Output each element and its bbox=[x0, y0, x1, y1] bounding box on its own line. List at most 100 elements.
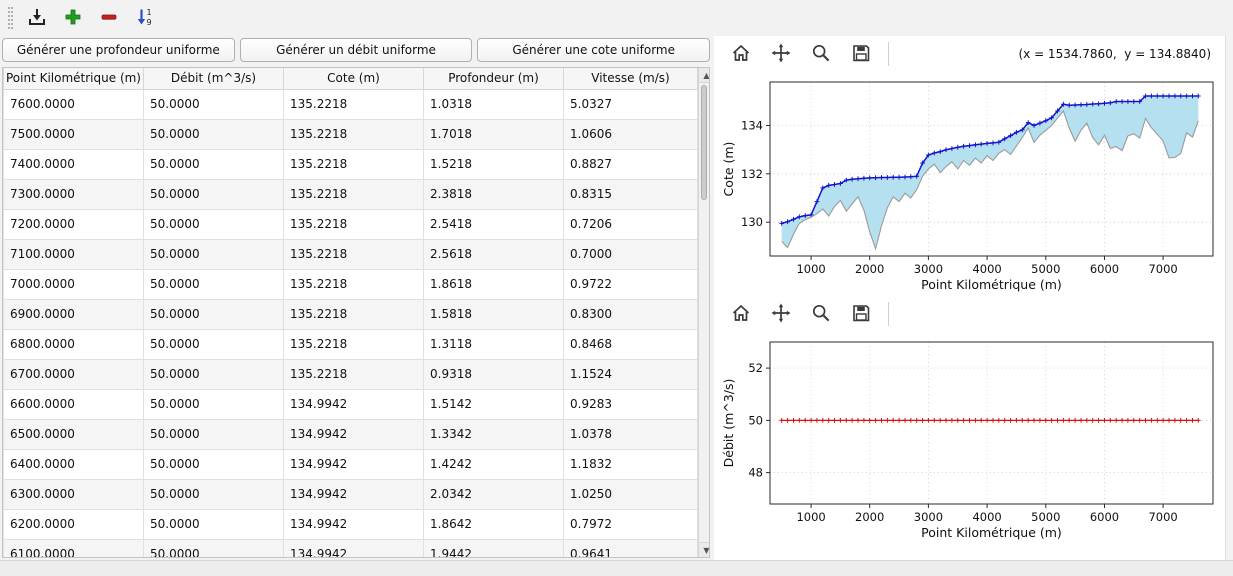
table-cell[interactable]: 1.1524 bbox=[563, 358, 698, 390]
home-button[interactable] bbox=[728, 301, 754, 327]
table-cell[interactable]: 134.9942 bbox=[283, 538, 424, 557]
table-scrollbar[interactable]: ▲ ▼ bbox=[698, 68, 709, 557]
export-button[interactable] bbox=[23, 4, 51, 32]
debit-profile-chart[interactable]: 1000 2000 3000 4000 5000 6000 7000 48 50 52 Point … bbox=[720, 332, 1225, 544]
table-cell[interactable]: 1.5218 bbox=[423, 148, 564, 180]
sort-button[interactable]: 1 9 bbox=[131, 4, 159, 32]
table-cell[interactable]: 1.0606 bbox=[563, 118, 698, 150]
table-cell[interactable]: 50.0000 bbox=[143, 538, 284, 557]
table-cell[interactable]: 134.9942 bbox=[283, 388, 424, 420]
table-cell[interactable]: 135.2218 bbox=[283, 208, 424, 240]
table-cell[interactable]: 135.2218 bbox=[283, 358, 424, 390]
table-cell[interactable]: 0.8468 bbox=[563, 328, 698, 360]
zoom-button[interactable] bbox=[808, 41, 834, 67]
table-cell[interactable]: 1.8642 bbox=[423, 508, 564, 540]
table-cell[interactable]: 50.0000 bbox=[143, 478, 284, 510]
table-cell[interactable]: 135.2218 bbox=[283, 328, 424, 360]
table-cell[interactable]: 50.0000 bbox=[143, 448, 284, 480]
table-cell[interactable]: 6700.0000 bbox=[3, 358, 144, 390]
table-cell[interactable]: 50.0000 bbox=[143, 358, 284, 390]
column-header[interactable]: Débit (m^3/s) bbox=[143, 68, 284, 90]
table-cell[interactable]: 0.9722 bbox=[563, 268, 698, 300]
table-cell[interactable]: 50.0000 bbox=[143, 208, 284, 240]
cote-profile-chart[interactable]: 1000 2000 3000 4000 5000 6000 7000 130 132 134 Poi… bbox=[720, 72, 1225, 296]
table-cell[interactable]: 0.8315 bbox=[563, 178, 698, 210]
table-cell[interactable]: 0.9283 bbox=[563, 388, 698, 420]
table-cell[interactable]: 7400.0000 bbox=[3, 148, 144, 180]
table-cell[interactable]: 6900.0000 bbox=[3, 298, 144, 330]
table-cell[interactable]: 6600.0000 bbox=[3, 388, 144, 420]
table-cell[interactable]: 0.7972 bbox=[563, 508, 698, 540]
table-cell[interactable]: 6200.0000 bbox=[3, 508, 144, 540]
table-cell[interactable]: 135.2218 bbox=[283, 238, 424, 270]
table-cell[interactable]: 0.7000 bbox=[563, 238, 698, 270]
table-cell[interactable]: 1.8618 bbox=[423, 268, 564, 300]
table-cell[interactable]: 0.7206 bbox=[563, 208, 698, 240]
table-cell[interactable]: 2.0342 bbox=[423, 478, 564, 510]
table-cell[interactable]: 50.0000 bbox=[143, 118, 284, 150]
table-cell[interactable]: 50.0000 bbox=[143, 328, 284, 360]
table-cell[interactable]: 7100.0000 bbox=[3, 238, 144, 270]
generate-uniform-level-button[interactable]: Générer une cote uniforme bbox=[477, 38, 711, 62]
table-cell[interactable]: 5.0327 bbox=[563, 88, 698, 120]
table-cell[interactable]: 135.2218 bbox=[283, 118, 424, 150]
scroll-down-arrow[interactable]: ▼ bbox=[699, 542, 709, 557]
pan-button[interactable] bbox=[768, 41, 794, 67]
table-cell[interactable]: 50.0000 bbox=[143, 298, 284, 330]
pan-button[interactable] bbox=[768, 301, 794, 327]
table-cell[interactable]: 1.5142 bbox=[423, 388, 564, 420]
table-cell[interactable]: 2.3818 bbox=[423, 178, 564, 210]
table-cell[interactable]: 6800.0000 bbox=[3, 328, 144, 360]
column-header[interactable]: Profondeur (m) bbox=[423, 68, 564, 90]
home-button[interactable] bbox=[728, 41, 754, 67]
zoom-button[interactable] bbox=[808, 301, 834, 327]
table-cell[interactable]: 135.2218 bbox=[283, 178, 424, 210]
table-cell[interactable]: 1.0378 bbox=[563, 418, 698, 450]
table-cell[interactable]: 134.9942 bbox=[283, 478, 424, 510]
remove-row-button[interactable] bbox=[95, 4, 123, 32]
table-cell[interactable]: 1.5818 bbox=[423, 298, 564, 330]
table-cell[interactable]: 50.0000 bbox=[143, 268, 284, 300]
generate-uniform-flow-button[interactable]: Générer un débit uniforme bbox=[239, 38, 473, 62]
table-cell[interactable]: 50.0000 bbox=[143, 148, 284, 180]
table-cell[interactable]: 2.5418 bbox=[423, 208, 564, 240]
toolbar-drag-handle[interactable] bbox=[8, 7, 13, 29]
table-cell[interactable]: 50.0000 bbox=[143, 238, 284, 270]
table-cell[interactable]: 0.8300 bbox=[563, 298, 698, 330]
table-cell[interactable]: 0.9641 bbox=[563, 538, 698, 557]
table-cell[interactable]: 7000.0000 bbox=[3, 268, 144, 300]
table-cell[interactable]: 50.0000 bbox=[143, 178, 284, 210]
table-cell[interactable]: 50.0000 bbox=[143, 88, 284, 120]
table-cell[interactable]: 1.3118 bbox=[423, 328, 564, 360]
generate-uniform-depth-button[interactable]: Générer une profondeur uniforme bbox=[2, 38, 235, 62]
table-cell[interactable]: 7300.0000 bbox=[3, 178, 144, 210]
column-header[interactable]: Cote (m) bbox=[283, 68, 424, 90]
table-cell[interactable]: 0.9318 bbox=[423, 358, 564, 390]
table-cell[interactable]: 50.0000 bbox=[143, 418, 284, 450]
table-cell[interactable]: 7200.0000 bbox=[3, 208, 144, 240]
save-figure-button[interactable] bbox=[848, 301, 874, 327]
table-cell[interactable]: 1.0250 bbox=[563, 478, 698, 510]
scrollbar-thumb[interactable] bbox=[701, 85, 707, 200]
table-cell[interactable]: 7500.0000 bbox=[3, 118, 144, 150]
add-row-button[interactable] bbox=[59, 4, 87, 32]
table-cell[interactable]: 50.0000 bbox=[143, 508, 284, 540]
table-cell[interactable]: 134.9942 bbox=[283, 508, 424, 540]
column-header[interactable]: Vitesse (m/s) bbox=[563, 68, 698, 90]
table-cell[interactable]: 1.9442 bbox=[423, 538, 564, 557]
table-cell[interactable]: 135.2218 bbox=[283, 148, 424, 180]
table-cell[interactable]: 134.9942 bbox=[283, 448, 424, 480]
table-cell[interactable]: 135.2218 bbox=[283, 88, 424, 120]
save-figure-button[interactable] bbox=[848, 41, 874, 67]
table-cell[interactable]: 50.0000 bbox=[143, 388, 284, 420]
table-cell[interactable]: 6500.0000 bbox=[3, 418, 144, 450]
table-cell[interactable]: 134.9942 bbox=[283, 418, 424, 450]
table-cell[interactable]: 135.2218 bbox=[283, 268, 424, 300]
table-cell[interactable]: 2.5618 bbox=[423, 238, 564, 270]
table-cell[interactable]: 1.1832 bbox=[563, 448, 698, 480]
table-cell[interactable]: 1.0318 bbox=[423, 88, 564, 120]
table-cell[interactable]: 6100.0000 bbox=[3, 538, 144, 557]
table-cell[interactable]: 6300.0000 bbox=[3, 478, 144, 510]
charts-panel-scrollbar[interactable] bbox=[1225, 36, 1233, 560]
table-cell[interactable]: 6400.0000 bbox=[3, 448, 144, 480]
